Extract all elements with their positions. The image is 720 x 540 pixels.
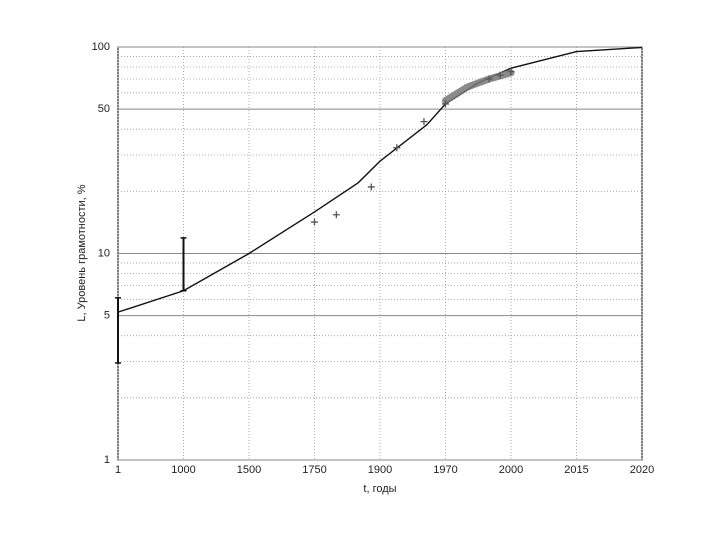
x-tick-label: 1 <box>115 464 121 476</box>
cross-marker <box>507 68 515 76</box>
x-tick-label: 1900 <box>368 464 392 476</box>
y-tick-label: 50 <box>98 103 110 115</box>
x-axis-label: t, годы <box>363 483 396 495</box>
x-tick-label: 1970 <box>433 464 457 476</box>
y-tick-label: 1 <box>104 454 110 466</box>
cross-marker <box>367 183 375 191</box>
x-tick-label: 2020 <box>630 464 654 476</box>
cross-marker <box>485 75 493 83</box>
cross-marker <box>420 118 428 126</box>
curve <box>117 46 643 313</box>
y-axis-label: L, Уровень грамотности, % <box>76 184 88 321</box>
cross-marker <box>393 144 401 152</box>
cross-marker <box>442 100 449 108</box>
y-tick-label: 10 <box>98 247 110 259</box>
x-tick-label: 1000 <box>171 464 195 476</box>
x-tick-label: 1750 <box>302 464 326 476</box>
cross-marker <box>332 211 340 219</box>
x-tick-label: 1500 <box>237 464 261 476</box>
y-tick-label: 5 <box>104 310 110 322</box>
band <box>442 69 515 105</box>
y-tick-label: 100 <box>92 41 110 53</box>
x-tick-label: 2000 <box>499 464 523 476</box>
x-tick-label: 2015 <box>564 464 588 476</box>
cross-marker <box>496 71 504 79</box>
cross-marker <box>311 218 318 226</box>
